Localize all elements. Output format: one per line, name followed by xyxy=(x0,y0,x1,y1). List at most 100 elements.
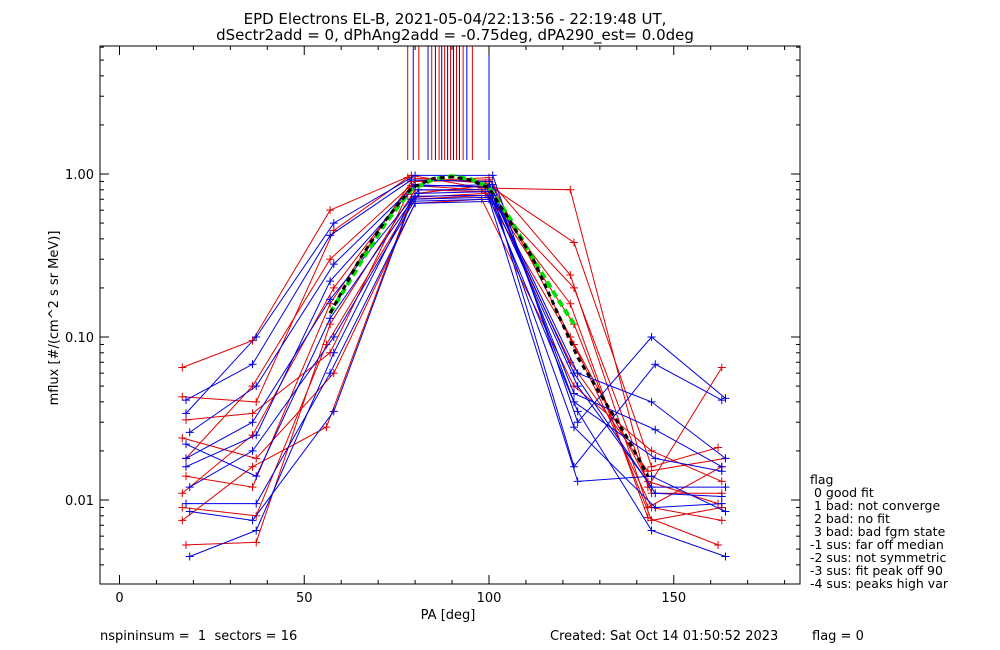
data-point-marker xyxy=(329,407,338,416)
y-axis-label: mflux [#/(cm^2 s sr MeV)] xyxy=(47,231,62,406)
data-point-marker xyxy=(252,431,261,440)
data-point-marker xyxy=(717,516,726,525)
series-line-blue xyxy=(185,174,726,424)
data-point-marker xyxy=(647,516,656,525)
data-point-marker xyxy=(248,516,257,525)
data-point-marker xyxy=(721,507,730,516)
data-point-marker xyxy=(717,396,726,405)
data-point-marker xyxy=(566,185,575,194)
legend-item: 2 bad: no fit xyxy=(810,511,890,526)
y-tick-label: 0.01 xyxy=(65,494,94,509)
data-point-marker xyxy=(182,472,191,481)
data-point-marker xyxy=(717,492,726,501)
series-line-blue xyxy=(189,196,726,557)
data-point-marker xyxy=(714,443,723,452)
data-point-marker xyxy=(248,418,257,427)
data-point-marker xyxy=(717,363,726,372)
data-point-marker xyxy=(717,499,726,508)
data-point-marker xyxy=(411,171,420,180)
data-point-marker xyxy=(721,483,730,492)
data-point-marker xyxy=(252,382,261,391)
x-tick-label: 0 xyxy=(115,591,123,606)
data-point-marker xyxy=(182,396,191,405)
series-line-red xyxy=(185,179,723,509)
data-point-marker xyxy=(178,363,187,372)
footer-created: Created: Sat Oct 14 01:50:52 2023 xyxy=(550,629,778,644)
data-point-marker xyxy=(569,369,578,378)
series-line-red xyxy=(185,189,719,546)
data-point-marker xyxy=(329,283,338,292)
series-line-blue xyxy=(185,194,722,497)
data-point-marker xyxy=(182,462,191,471)
legend-item: -1 sus: far off median xyxy=(810,537,944,552)
data-point-marker xyxy=(651,489,660,498)
series-line-blue xyxy=(185,179,723,468)
data-point-marker xyxy=(569,423,578,432)
series-line-red xyxy=(182,198,722,482)
series-line-blue xyxy=(185,184,722,472)
data-point-marker xyxy=(178,503,187,512)
data-point-marker xyxy=(185,483,194,492)
data-point-marker xyxy=(252,499,261,508)
data-point-marker xyxy=(647,462,656,471)
data-point-marker xyxy=(714,540,723,549)
series-line-blue xyxy=(185,189,723,468)
data-point-marker xyxy=(647,446,656,455)
series-line-red xyxy=(181,194,722,521)
legend-heading: flag xyxy=(810,472,833,487)
data-point-marker xyxy=(326,206,335,215)
series-line-red xyxy=(181,184,722,494)
legend-item: 1 bad: not converge xyxy=(810,498,940,513)
data-point-marker xyxy=(252,397,261,406)
fit-curve-black xyxy=(328,175,650,477)
legend-item: -4 sus: peaks high var xyxy=(810,576,949,591)
data-point-marker xyxy=(569,238,578,247)
data-point-marker xyxy=(182,440,191,449)
data-point-marker xyxy=(721,394,730,403)
data-point-marker xyxy=(329,219,338,228)
y-tick-label: 0.10 xyxy=(65,331,94,346)
data-point-marker xyxy=(566,271,575,280)
data-point-marker xyxy=(651,360,660,369)
series-line-blue xyxy=(189,184,726,459)
data-point-marker xyxy=(647,333,656,341)
data-point-marker xyxy=(178,392,187,401)
data-point-marker xyxy=(182,409,191,418)
legend-item: -3 sus: fit peak off 90 xyxy=(810,563,943,578)
data-point-marker xyxy=(248,462,257,471)
data-point-marker xyxy=(573,407,582,416)
data-point-marker xyxy=(252,526,261,535)
data-point-marker xyxy=(566,299,575,308)
data-point-marker xyxy=(651,503,660,512)
data-point-marker xyxy=(411,192,420,201)
data-point-marker xyxy=(647,397,656,406)
series-line-blue xyxy=(189,198,726,521)
data-point-marker xyxy=(488,171,497,180)
footer-spin-info: nspininsum = 1 sectors = 16 xyxy=(100,629,297,644)
data-point-marker xyxy=(721,454,730,463)
y-tick-label: 1.00 xyxy=(65,168,94,183)
data-point-marker xyxy=(185,552,194,561)
legend-item: -2 sus: not symmetric xyxy=(810,550,946,565)
data-point-marker xyxy=(329,333,338,341)
data-point-marker xyxy=(329,260,338,269)
data-point-marker xyxy=(407,175,416,184)
data-point-marker xyxy=(569,283,578,292)
data-point-marker xyxy=(252,472,261,481)
data-point-marker xyxy=(717,467,726,476)
data-point-marker xyxy=(647,526,656,535)
data-point-marker xyxy=(651,454,660,463)
data-point-marker xyxy=(182,454,191,463)
data-point-marker xyxy=(329,348,338,357)
data-point-marker xyxy=(573,418,582,427)
data-point-marker xyxy=(248,483,257,492)
chart-title: EPD Electrons EL-B, 2021-05-04/22:13:56 … xyxy=(244,10,667,28)
data-point-marker xyxy=(248,409,257,418)
data-point-marker xyxy=(178,434,187,443)
data-point-marker xyxy=(326,277,335,286)
data-point-marker xyxy=(326,295,335,304)
legend-item: 3 bad: bad fgm state xyxy=(810,524,946,539)
x-tick-label: 100 xyxy=(477,591,502,606)
chart-subtitle: dSectr2add = 0, dPhAng2add = -0.75deg, d… xyxy=(216,26,694,45)
